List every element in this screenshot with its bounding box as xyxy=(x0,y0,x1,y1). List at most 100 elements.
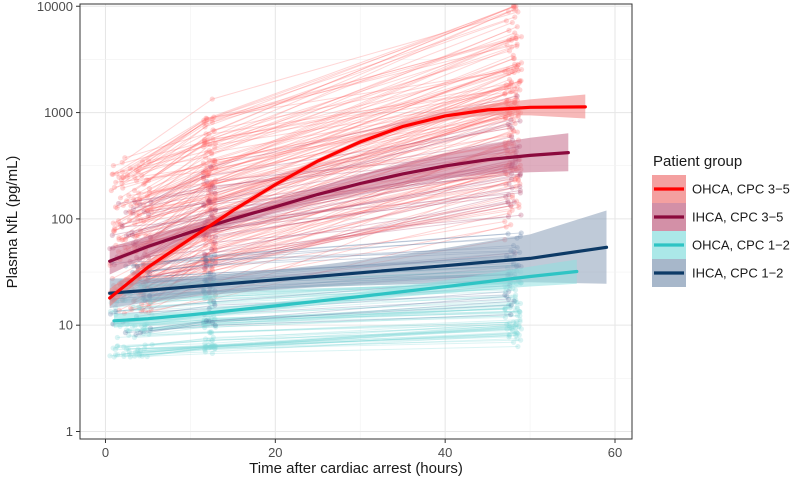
patient-point xyxy=(126,349,132,355)
patient-point xyxy=(502,115,508,121)
patient-trajectory xyxy=(130,86,510,207)
patient-point xyxy=(512,325,519,331)
patient-point xyxy=(201,139,207,145)
patient-point xyxy=(514,43,520,49)
patient-trajectory xyxy=(121,11,519,163)
patient-point xyxy=(142,345,148,352)
confidence-band xyxy=(109,94,586,307)
patient-trajectory xyxy=(125,314,511,334)
patient-point xyxy=(208,297,214,303)
patient-point xyxy=(115,218,122,224)
patient-point xyxy=(508,176,515,182)
patient-trajectory xyxy=(150,305,509,332)
patient-trajectory xyxy=(134,339,521,357)
patient-trajectory xyxy=(139,86,518,168)
patient-point xyxy=(505,8,512,15)
patient-trajectory xyxy=(143,87,515,185)
patient-point xyxy=(206,169,212,175)
patient-point xyxy=(511,69,517,76)
patient-point xyxy=(510,66,517,72)
patient-point xyxy=(512,294,518,300)
patient-point xyxy=(206,157,212,163)
patient-point xyxy=(209,96,215,102)
patient-trajectory xyxy=(133,120,521,210)
patient-trajectory xyxy=(141,315,520,331)
patient-trajectory xyxy=(132,310,516,328)
patient-trajectory xyxy=(137,336,510,352)
patient-point xyxy=(131,187,138,194)
patient-point xyxy=(202,343,208,349)
patient-point xyxy=(517,87,523,93)
patient-point xyxy=(512,299,518,305)
patient-point xyxy=(208,253,214,259)
patient-trajectory xyxy=(144,334,520,350)
patient-point xyxy=(126,192,132,199)
patient-point xyxy=(202,347,208,353)
patient-point xyxy=(141,202,147,208)
patient-point xyxy=(513,92,519,99)
patient-point xyxy=(514,41,520,47)
patient-point xyxy=(202,322,208,328)
patient-point xyxy=(116,200,122,207)
patient-point xyxy=(120,236,126,242)
patient-point xyxy=(514,330,521,336)
patient-point xyxy=(517,300,524,307)
patient-point xyxy=(205,172,211,179)
fitted-curve xyxy=(108,245,609,295)
patient-point xyxy=(114,205,120,211)
patient-point xyxy=(115,352,121,358)
patient-point xyxy=(515,68,521,74)
patient-trajectory xyxy=(121,5,514,184)
patient-point xyxy=(148,204,154,210)
patient-point xyxy=(120,202,126,208)
legend-label: IHCA, CPC 1−2 xyxy=(692,266,783,281)
patient-trajectory xyxy=(140,108,516,221)
patient-point xyxy=(210,322,216,328)
patient-point xyxy=(507,305,513,311)
x-tick-label: 0 xyxy=(102,445,109,460)
patient-point xyxy=(206,131,212,137)
patient-point xyxy=(207,196,213,202)
patient-point xyxy=(508,134,515,140)
patient-point xyxy=(505,231,511,237)
patient-point xyxy=(509,192,516,198)
patient-point xyxy=(128,203,134,209)
patient-trajectory xyxy=(149,247,518,266)
patient-point xyxy=(209,257,216,263)
patient-point xyxy=(110,228,117,234)
patient-point xyxy=(208,344,214,350)
patient-point xyxy=(510,52,516,58)
patient-point xyxy=(203,344,209,350)
patient-trajectory xyxy=(113,107,509,232)
patient-point xyxy=(207,299,213,306)
x-tick-label: 40 xyxy=(438,445,452,460)
patient-point xyxy=(210,162,216,168)
patient-trajectory xyxy=(150,173,521,238)
patient-point xyxy=(516,80,522,86)
patient-point xyxy=(211,244,218,251)
patient-point xyxy=(144,353,150,360)
patient-point xyxy=(139,353,145,359)
patient-point xyxy=(513,33,520,39)
patient-point xyxy=(120,175,127,181)
patient-point xyxy=(201,251,207,257)
patient-point xyxy=(513,319,519,325)
patient-point xyxy=(141,330,147,337)
patient-point xyxy=(506,210,513,216)
patient-point xyxy=(203,257,210,264)
patient-point xyxy=(513,65,520,72)
patient-point xyxy=(133,167,139,173)
patient-trajectory xyxy=(145,302,521,326)
patient-point xyxy=(212,145,218,151)
patient-point xyxy=(141,326,147,332)
patient-trajectory xyxy=(135,71,513,204)
patient-trajectory xyxy=(121,135,510,241)
patient-point xyxy=(504,293,510,299)
patient-point xyxy=(200,256,206,262)
patient-point xyxy=(201,202,207,209)
y-tick-label: 10000 xyxy=(37,0,73,14)
patient-trajectory xyxy=(121,82,512,181)
patient-point xyxy=(206,294,212,300)
patient-point xyxy=(518,60,525,66)
patient-point xyxy=(517,308,523,315)
